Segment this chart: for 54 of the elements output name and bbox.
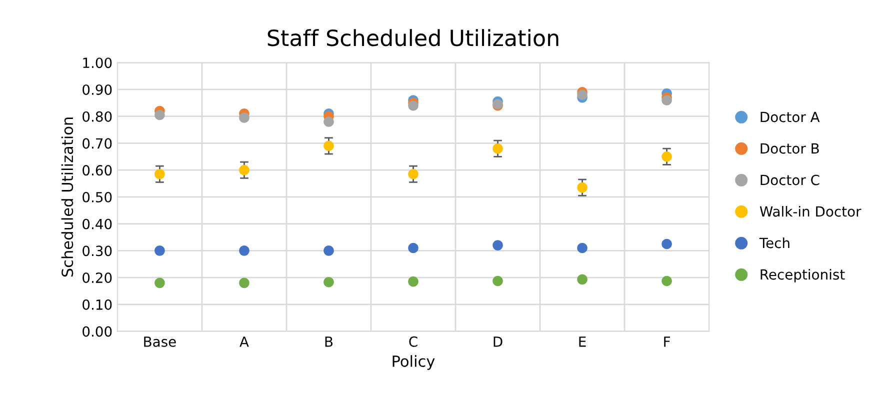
legend-label: Receptionist xyxy=(760,268,845,282)
point xyxy=(408,242,418,254)
y-tick-label: 0.20 xyxy=(82,272,112,284)
y-tick-label: 0.70 xyxy=(82,138,112,149)
point xyxy=(239,246,250,256)
point xyxy=(492,240,503,250)
point xyxy=(154,110,165,120)
point xyxy=(662,95,672,106)
point xyxy=(408,168,418,180)
point xyxy=(324,246,334,256)
y-tick-label: 0.90 xyxy=(82,84,112,95)
point xyxy=(492,143,503,154)
point xyxy=(154,278,165,288)
x-tick-label: A xyxy=(240,336,249,347)
legend-label: Walk-in Doctor xyxy=(760,206,862,217)
x-tick-label: D xyxy=(494,336,502,347)
legend-label: Doctor C xyxy=(760,174,820,186)
point xyxy=(662,276,672,286)
y-tick-label: 0.10 xyxy=(82,299,112,310)
y-tick-label: 0.60 xyxy=(82,165,112,176)
point xyxy=(324,140,334,152)
y-tick-label: 1.00 xyxy=(83,58,112,68)
point xyxy=(154,246,165,256)
point xyxy=(239,112,250,123)
point xyxy=(492,276,503,286)
point xyxy=(662,152,672,162)
x-axis-title: Policy xyxy=(392,355,435,370)
y-tick-label: 0.30 xyxy=(82,246,112,256)
legend-label: Tech xyxy=(759,237,790,248)
point xyxy=(577,274,588,285)
point xyxy=(324,276,334,288)
point xyxy=(408,100,418,111)
legend-label: Doctor B xyxy=(760,143,819,154)
point xyxy=(577,242,588,254)
point xyxy=(408,276,418,287)
legend-label: Doctor A xyxy=(760,112,820,122)
chart-title: Staff Scheduled Utilization xyxy=(268,29,558,46)
x-tick-label: C xyxy=(409,336,418,347)
y-tick-label: 0.80 xyxy=(82,111,112,122)
x-tick-label: F xyxy=(664,336,670,347)
x-tick-label: E xyxy=(579,336,586,347)
point xyxy=(239,164,250,176)
x-tick-label: Base xyxy=(144,336,176,347)
x-tick-label: B xyxy=(325,336,333,347)
y-tick-label: 0.50 xyxy=(82,192,112,202)
point xyxy=(662,238,672,250)
y-tick-label: 0.00 xyxy=(82,326,112,337)
point xyxy=(324,116,334,127)
y-axis-title: Scheduled Utilization xyxy=(61,118,74,277)
y-tick-label: 0.40 xyxy=(82,218,112,230)
point xyxy=(239,278,250,288)
point xyxy=(154,168,165,180)
point xyxy=(577,182,588,193)
point xyxy=(577,90,588,100)
